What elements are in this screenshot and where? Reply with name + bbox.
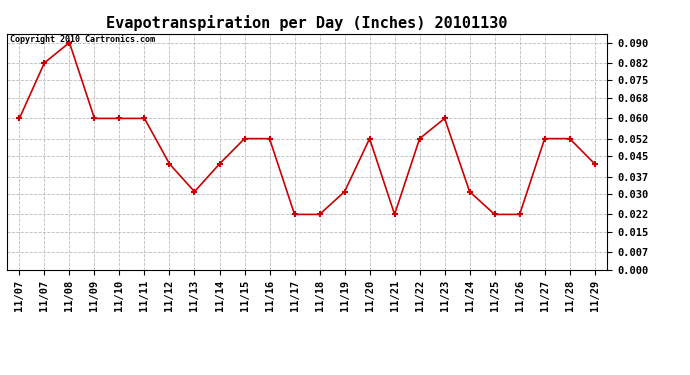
Title: Evapotranspiration per Day (Inches) 20101130: Evapotranspiration per Day (Inches) 2010… xyxy=(106,15,508,31)
Text: Copyright 2010 Cartronics.com: Copyright 2010 Cartronics.com xyxy=(10,35,155,44)
